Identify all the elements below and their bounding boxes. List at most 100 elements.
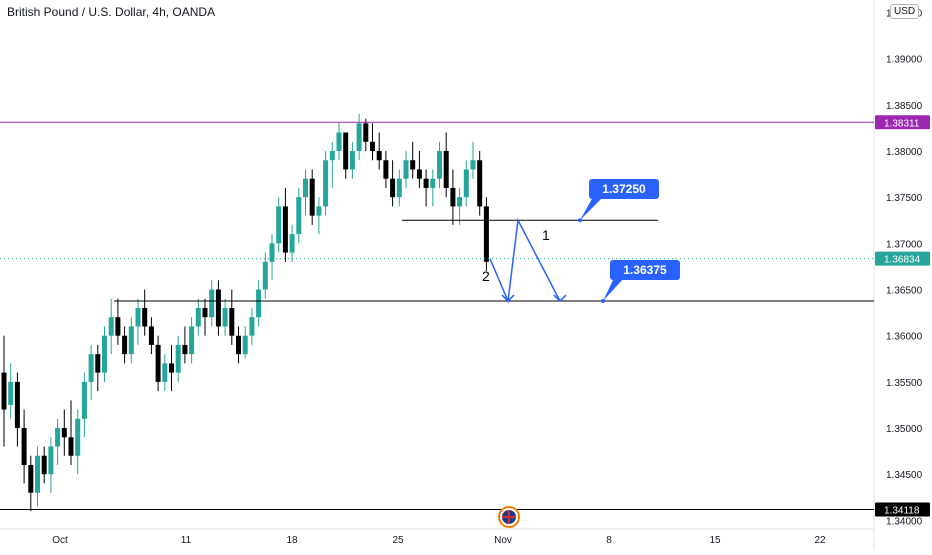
chart-title: British Pound / U.S. Dollar, 4h, OANDA [7,5,216,19]
annotation-step-1: 1 [542,227,550,243]
candle-body [363,123,369,142]
candle-body [336,132,342,151]
candle-body [148,326,154,345]
annotation-step-2: 2 [482,268,490,284]
candle-body [416,169,422,179]
time-tick-label: Nov [494,535,512,546]
time-tick-label: Oct [52,535,68,546]
tradingview-logo-icon [498,506,520,528]
candle-body [222,307,228,327]
levels-group [0,121,874,510]
candle-body [256,289,262,318]
price-tick-label: 1.38000 [886,147,923,158]
candle-body [343,132,349,170]
time-tick-label: 25 [392,535,404,546]
price-tag-resistance [875,115,930,130]
candle-body [376,150,382,161]
candle-body [142,307,148,327]
price-tick-label: 1.35500 [886,378,923,389]
callout-anchor-level_1 [578,218,582,223]
time-tick-label: 18 [286,535,298,546]
price-tag-support_low [875,502,930,517]
price-tick-label: 1.37500 [886,193,923,204]
candle-body [349,150,355,170]
candle-body [68,437,74,456]
price-tags: 1.38311 1.36834 1.34118 [875,115,930,517]
projection-group [489,217,567,304]
candle-body [303,178,308,198]
candle-body [35,455,40,493]
callout-label-level_1: 1.37250 [602,182,646,196]
candle-body [55,428,61,447]
candle-body [249,317,255,336]
candle-body [470,160,476,170]
candle-body [370,141,375,151]
candle-body [155,344,161,382]
time-tick-label: 11 [181,535,192,546]
candle-body [443,150,449,188]
candle-body [450,187,456,207]
candle-body [276,206,282,244]
candle-body [182,344,188,355]
price-tick-label: 1.38500 [886,101,923,112]
candle-body [383,160,389,179]
price-tick-label: 1.34500 [886,470,923,481]
candle-body [215,289,221,327]
time-tick-label: 22 [814,535,826,546]
candle-body [430,178,436,188]
candle-body [81,381,87,419]
candle-body [88,354,94,382]
candle-body [262,261,268,290]
projection-path [489,217,561,304]
callout-label-level_2: 1.36375 [623,263,667,277]
price-tick-label: 1.34000 [886,516,923,527]
candle-body [296,197,302,235]
price-tag-label-support_low: 1.34118 [884,505,920,516]
candle-body [135,307,141,327]
candle-body [463,169,469,198]
candle-body [209,289,215,318]
candle-body [108,317,114,336]
candle-body [115,317,121,336]
candle-body [122,335,128,355]
currency-badge[interactable]: USD [890,4,920,19]
candle-body [229,307,235,336]
candle-body [309,178,315,216]
candle-body [75,418,81,456]
candle-body [457,197,463,207]
candle-body [128,326,134,355]
callout-box-level_1 [589,179,659,199]
candle-body [1,372,7,410]
candle-body [236,335,241,355]
candle-body [477,160,483,207]
candle-body [316,206,322,216]
candle-body [202,307,208,318]
callout-pointer-level_2 [603,278,624,302]
projection-arrowhead [553,294,567,303]
candle-body [483,206,489,262]
candle-body [329,150,335,161]
candle-body [21,428,27,465]
callout-box-level_2 [610,260,680,280]
candle-body [410,160,416,170]
price-axis: 1.34000 1.34500 1.35000 1.35500 1.36000 1.365… [886,8,923,527]
time-tick-label: 15 [709,535,721,546]
candles-group [1,114,489,512]
callouts: 1.37250 1.36375 [578,179,680,304]
candle-body [95,354,101,373]
candle-body [195,307,201,327]
candle-body [403,160,409,179]
price-tick-label: 1.37000 [886,239,923,250]
candle-body [390,178,396,198]
candle-body [162,363,168,382]
price-tick-label: 1.35000 [886,424,923,435]
candle-body [175,344,181,373]
candle-body [396,178,402,198]
callout-anchor-level_2 [601,299,605,304]
candle-body [41,455,47,475]
candle-body [28,464,34,493]
price-tick-label: 1.36500 [886,286,923,297]
